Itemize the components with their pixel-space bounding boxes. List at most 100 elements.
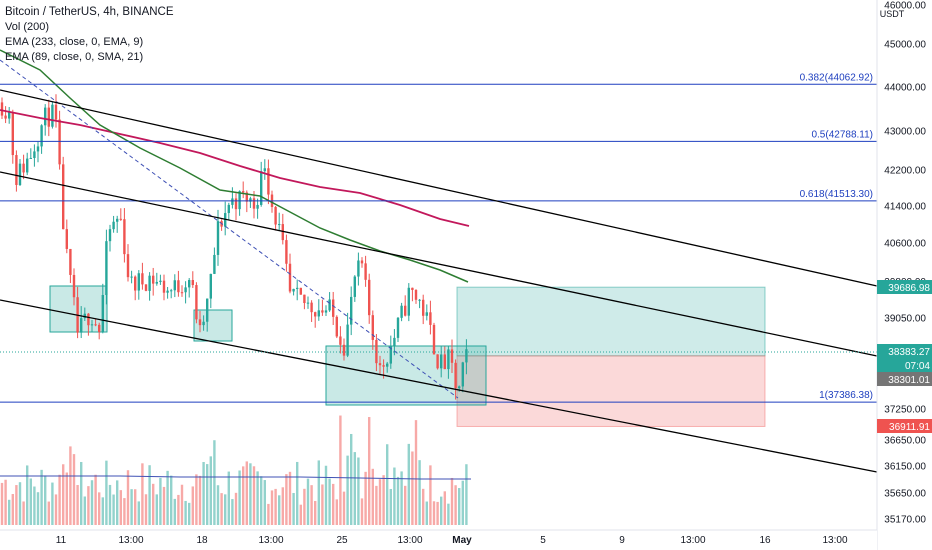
volume-bar [353, 452, 356, 525]
candle-body [414, 290, 418, 300]
ema-89-label[interactable]: EMA (89, close, 0, SMA, 21) [5, 51, 144, 63]
volume-bar [447, 503, 450, 525]
candle-body [458, 386, 461, 389]
price-tick-label: 43000.00 [884, 127, 926, 138]
volume-bar [94, 474, 97, 525]
volume-bar [180, 484, 184, 525]
volume-bar [202, 462, 205, 525]
candle-body [206, 298, 209, 322]
candle-body [152, 275, 155, 284]
volume-bar [332, 483, 335, 525]
volume-bar [8, 499, 11, 525]
candle-body [371, 315, 374, 340]
candle-body [144, 284, 148, 291]
candle-body [396, 317, 400, 338]
candle-body [440, 354, 443, 369]
volume-bar [216, 485, 220, 525]
candle-body [15, 155, 18, 185]
volume-bar [83, 496, 86, 525]
volume-bar [72, 454, 76, 525]
volume-bar [177, 494, 180, 525]
volume-bar [188, 502, 191, 525]
volume-bar [44, 475, 47, 525]
candle-body [141, 273, 144, 285]
price-tick-label: 39050.00 [884, 314, 926, 325]
ema-233-label[interactable]: EMA (233, close, 0, EMA, 9) [5, 36, 144, 48]
volume-bar [47, 501, 50, 525]
symbol-title[interactable]: Bitcoin / TetherUS, 4h, BINANCE [5, 6, 174, 18]
candle-body [227, 204, 230, 214]
volume-indicator-label[interactable]: Vol (200) [5, 21, 50, 33]
volume-bar [350, 433, 353, 525]
volume-bar [429, 465, 432, 525]
candle-body [432, 324, 436, 355]
candle-body [148, 275, 151, 291]
ema-89-line [0, 49, 469, 283]
volume-bar [375, 485, 378, 525]
volume-bar [414, 420, 418, 525]
volume-ma-line [0, 475, 471, 480]
volume-bar [18, 482, 22, 525]
volume-bar [141, 463, 144, 525]
candle-body [0, 102, 4, 116]
fib-level-label: 0.382(44062.92) [800, 72, 873, 83]
volume-bar [425, 501, 428, 525]
volume-bar [36, 492, 40, 525]
candle-body [350, 296, 353, 325]
volume-bar [184, 500, 187, 525]
volume-bar [252, 466, 256, 525]
candle-body [231, 198, 234, 205]
price-badge-label: 36911.91 [889, 422, 930, 433]
candle-body [353, 276, 356, 297]
volume-bar [238, 470, 241, 525]
volume-bar [130, 489, 133, 525]
candle-body [126, 254, 130, 278]
volume-bar [198, 475, 202, 525]
candle-body [393, 337, 396, 346]
candle-body [364, 263, 367, 280]
volume-bar [126, 470, 130, 525]
volume-bar [335, 499, 338, 525]
candle-body [425, 312, 428, 316]
volume-bar [231, 499, 234, 525]
price-badge [877, 372, 932, 386]
volume-bar [389, 488, 392, 525]
candle-body [11, 112, 14, 156]
volume-bar [195, 474, 198, 525]
candle-body [137, 273, 140, 291]
candle-body [112, 221, 115, 230]
candle-body [324, 310, 328, 313]
time-tick-label: 16 [759, 535, 771, 546]
price-scale-bg [877, 0, 932, 550]
price-tick-label: 44000.00 [884, 83, 926, 94]
volume-bar [436, 501, 439, 525]
volume-bar [144, 494, 148, 525]
volume-bar [404, 485, 407, 525]
candle-body [198, 319, 202, 326]
candle-body [177, 280, 180, 293]
candle-body [342, 344, 346, 356]
volume-bar [324, 465, 328, 525]
candle-body [450, 349, 454, 363]
candle-body [429, 312, 432, 325]
ema-233-line [0, 109, 470, 227]
volume-bar [310, 485, 313, 525]
candle-body [263, 168, 266, 172]
volume-bar [15, 485, 18, 525]
volume-bar [108, 484, 112, 525]
volume-bar [206, 464, 209, 525]
time-tick-label: 18 [196, 535, 208, 546]
fib-level-label: 0.618(41513.30) [800, 189, 873, 200]
fib-level-label: 1(37386.38) [819, 390, 873, 401]
volume-bar [137, 501, 140, 525]
candle-body [94, 324, 97, 326]
volume-bar [432, 501, 436, 525]
price-badge-label: 38383.27 [888, 347, 930, 358]
fib-level-label: 0.5(42788.11) [811, 129, 873, 140]
candle-body [98, 324, 101, 333]
candle-body [123, 219, 126, 255]
candle-body [119, 218, 122, 220]
volume-bar [51, 482, 54, 525]
volume-bar [288, 471, 292, 525]
